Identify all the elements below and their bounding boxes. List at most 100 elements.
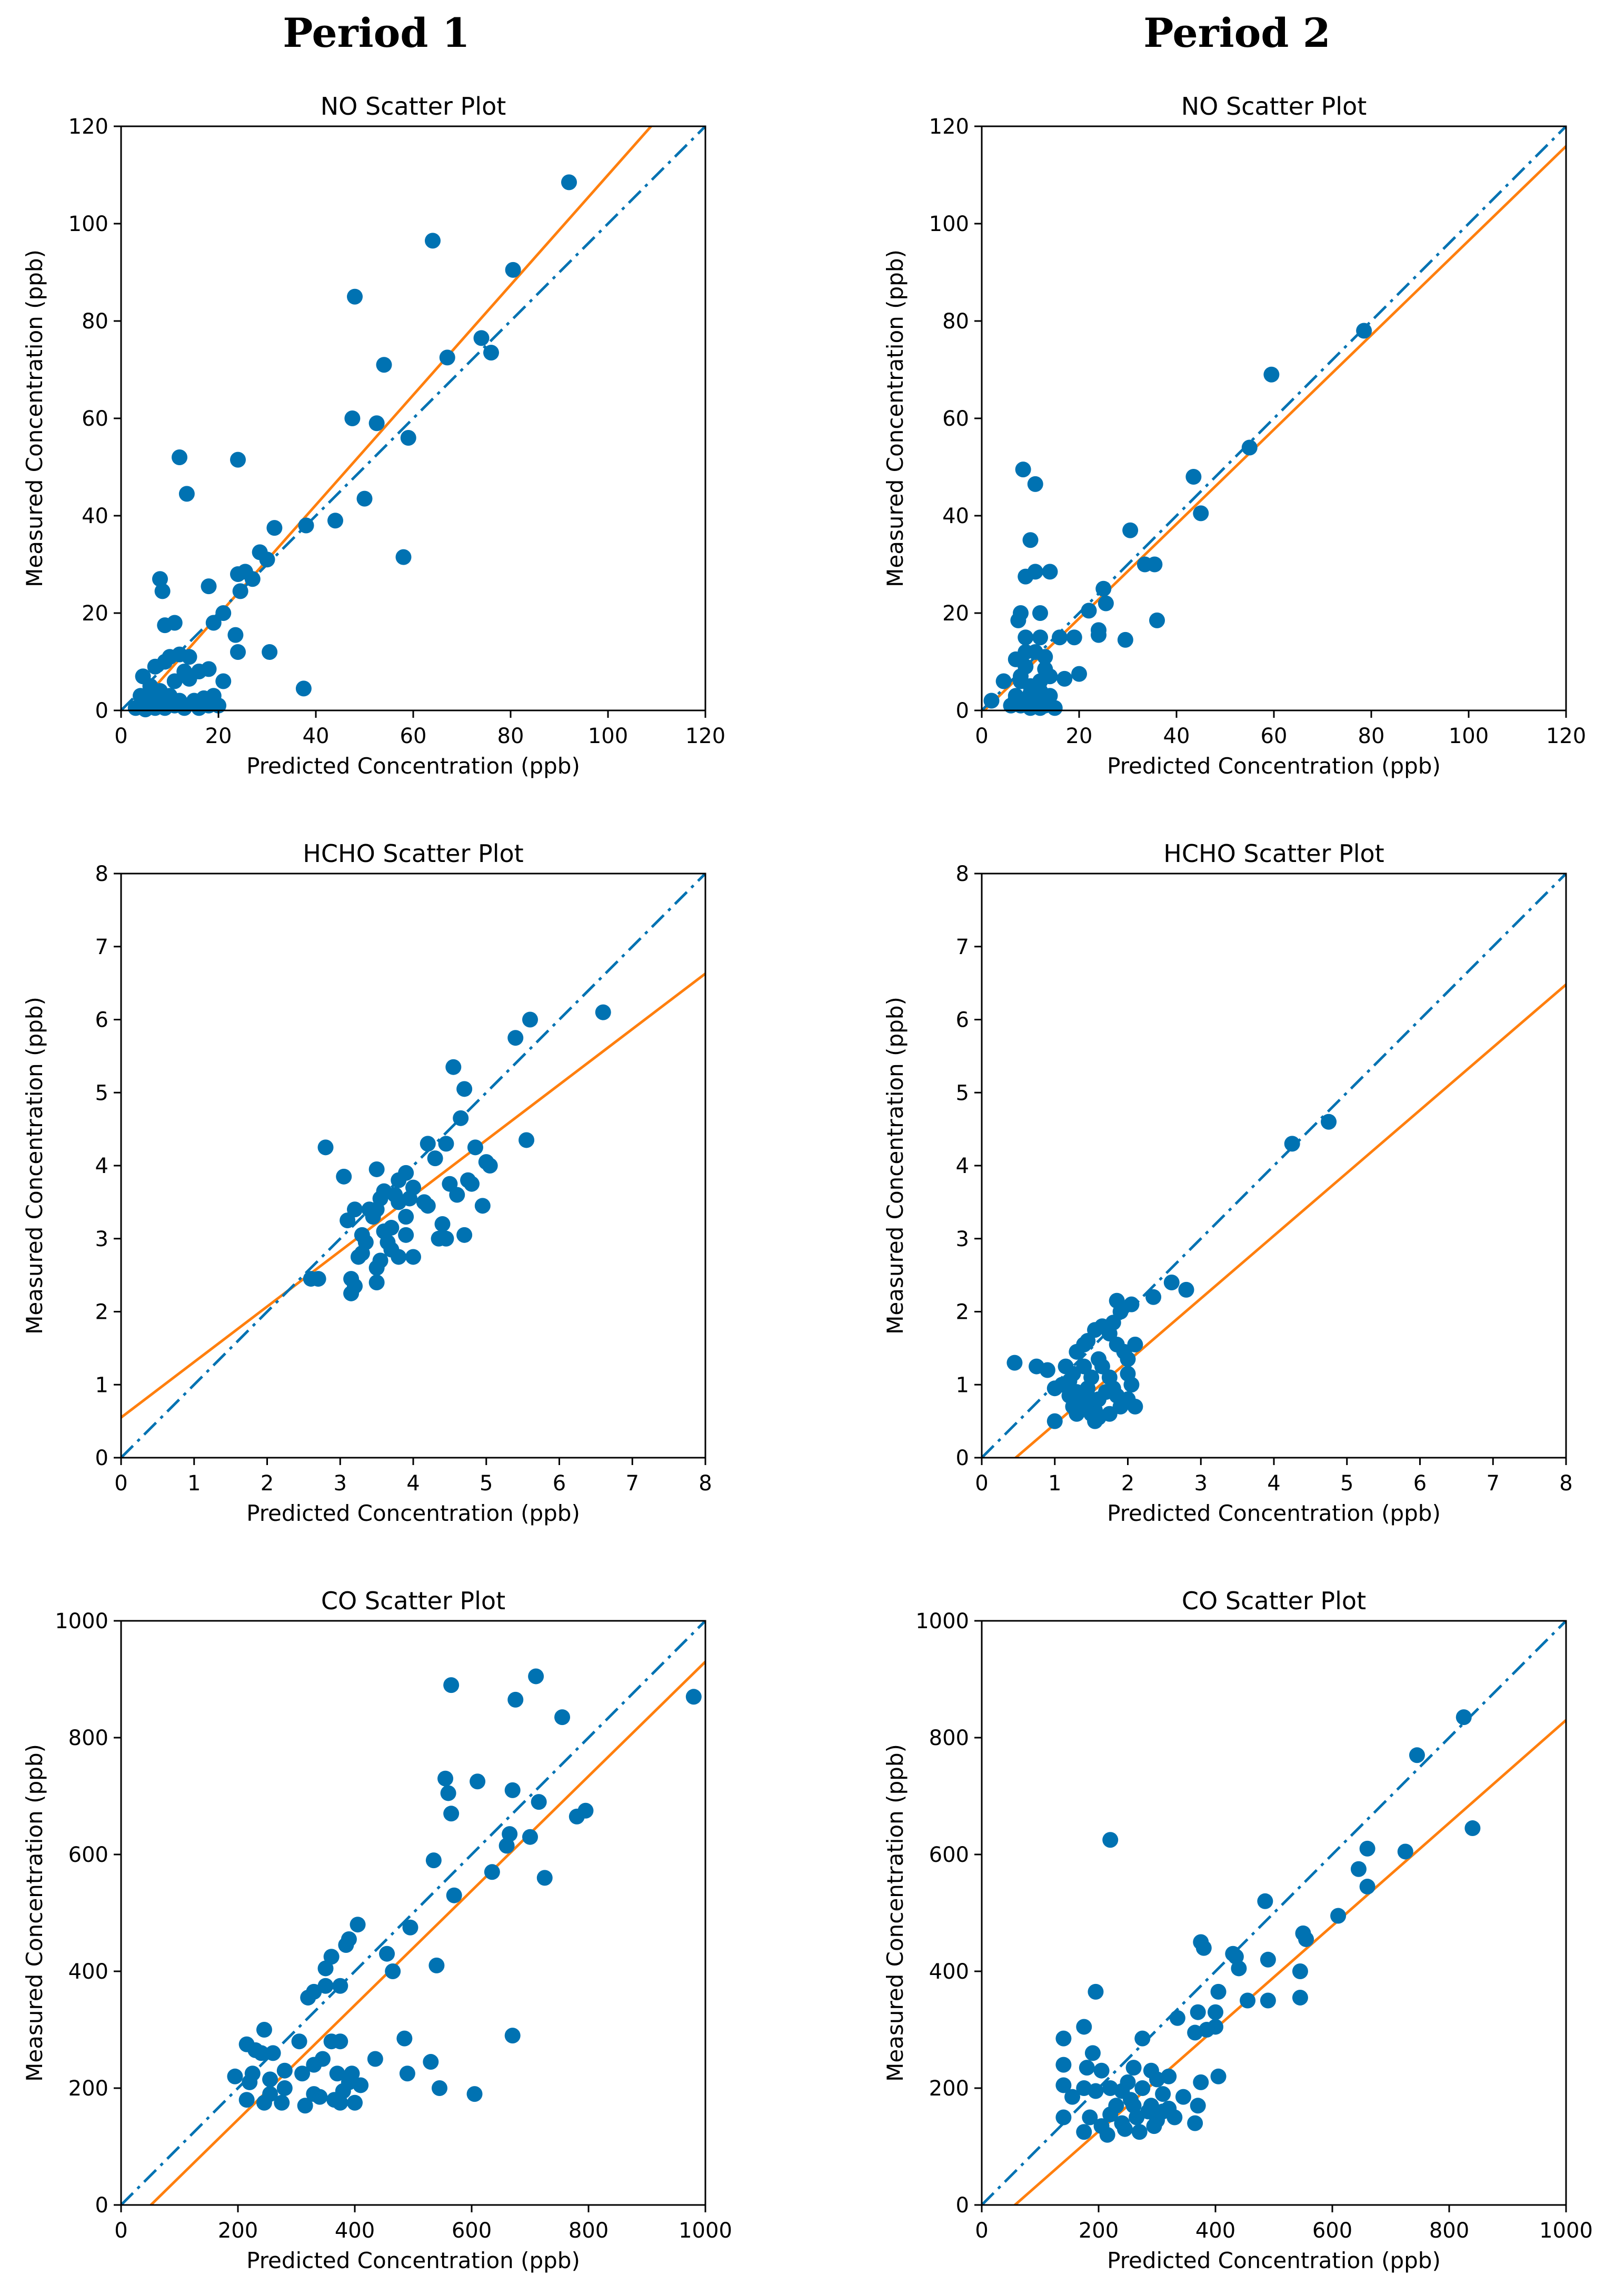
- data-point: [1409, 1747, 1425, 1763]
- data-point: [332, 2033, 348, 2050]
- data-point: [166, 673, 183, 689]
- data-point: [1079, 2060, 1095, 2076]
- data-point: [300, 1989, 316, 2006]
- data-point: [595, 1004, 611, 1020]
- data-point: [1240, 1992, 1256, 2009]
- data-point: [483, 345, 499, 361]
- x-tick-label: 0: [975, 1471, 988, 1496]
- data-point: [368, 1275, 385, 1290]
- y-axis-label: Measured Concentration (ppb): [882, 997, 908, 1335]
- x-tick-label: 3: [1194, 1471, 1208, 1496]
- data-point: [1084, 2045, 1101, 2061]
- data-point: [473, 330, 490, 346]
- hcho-scatter-plot-period-2: HCHO Scatter Plot 0 1 2 3 4 5 6 7 8 0 1 2 3 4 5 6 7 8 Predi…: [882, 839, 1573, 1526]
- data-point: [464, 1176, 480, 1192]
- data-point: [201, 661, 217, 677]
- y-axis-label: Measured Concentration (ppb): [882, 1744, 908, 2082]
- y-tick-label: 6: [956, 1008, 969, 1032]
- data-point: [1037, 649, 1053, 665]
- data-point: [1208, 2004, 1223, 2020]
- x-axis-label: Predicted Concentration (ppb): [246, 1500, 580, 1526]
- data-point: [1161, 2100, 1177, 2117]
- data-point: [1094, 1358, 1110, 1375]
- data-point: [505, 262, 521, 278]
- data-point: [499, 1838, 515, 1854]
- data-point: [466, 2086, 483, 2102]
- data-point: [256, 2094, 272, 2111]
- data-point: [1039, 1362, 1055, 1378]
- data-point: [446, 1887, 462, 1903]
- x-tick-label: 80: [497, 724, 524, 748]
- data-point: [1066, 629, 1082, 646]
- y-tick-label: 3: [95, 1227, 108, 1251]
- data-point: [1149, 612, 1165, 628]
- data-point: [1178, 1281, 1194, 1298]
- data-point: [1120, 1366, 1136, 1382]
- data-point: [1155, 2086, 1171, 2102]
- data-point: [1088, 1983, 1104, 2000]
- data-point: [1032, 700, 1048, 716]
- y-tick-label: 40: [942, 504, 969, 528]
- data-point: [402, 1919, 418, 1936]
- data-point: [238, 2092, 255, 2108]
- data-point: [172, 646, 187, 663]
- data-point: [519, 1132, 535, 1148]
- data-point: [1292, 1963, 1308, 1979]
- plot-title: HCHO Scatter Plot: [1163, 839, 1384, 868]
- no-scatter-plot-period-2: NO Scatter Plot 0 20 40 60 80 100 120 0 20 40 60 80 1…: [882, 92, 1586, 779]
- data-point: [211, 697, 226, 714]
- data-point: [1190, 2098, 1206, 2114]
- data-point: [383, 1219, 400, 1236]
- x-tick-label: 1: [1048, 1471, 1061, 1496]
- y-tick-label: 0: [95, 2193, 108, 2218]
- data-point: [294, 2066, 311, 2082]
- y-tick-label: 800: [68, 1726, 108, 1750]
- data-point: [1058, 1358, 1074, 1375]
- data-point: [291, 2033, 307, 2050]
- data-point: [1098, 595, 1114, 611]
- x-tick-label: 2: [261, 1471, 274, 1496]
- x-tick-label: 60: [1261, 724, 1288, 748]
- data-point: [1146, 2118, 1162, 2134]
- data-point: [398, 1227, 414, 1243]
- y-tick-label: 400: [68, 1960, 108, 1984]
- data-point: [1131, 2124, 1148, 2140]
- data-point: [1082, 2109, 1098, 2125]
- data-point: [470, 1773, 486, 1790]
- data-point: [176, 700, 193, 716]
- data-point: [405, 1249, 421, 1265]
- x-tick-label: 120: [685, 724, 725, 748]
- data-point: [157, 654, 173, 670]
- plot-frame: [120, 1620, 706, 2206]
- data-point: [1022, 532, 1039, 548]
- data-point: [561, 174, 577, 191]
- data-point: [1185, 469, 1202, 485]
- data-point: [178, 486, 195, 502]
- y-tick-label: 1000: [55, 1609, 108, 1633]
- data-point: [420, 1136, 436, 1152]
- data-point: [1193, 2074, 1209, 2090]
- data-point: [154, 583, 171, 599]
- data-point: [232, 583, 248, 599]
- data-point: [1231, 1960, 1247, 1977]
- data-point: [1064, 2089, 1081, 2105]
- y-tick-label: 400: [929, 1960, 969, 1984]
- data-point: [1359, 1840, 1375, 1857]
- data-point: [1356, 323, 1372, 339]
- data-point: [536, 1870, 553, 1886]
- data-point: [484, 1864, 500, 1880]
- data-point: [343, 1285, 360, 1301]
- data-point: [428, 1957, 445, 1973]
- data-point: [1010, 612, 1026, 628]
- data-point: [344, 410, 361, 426]
- data-point: [1210, 1983, 1227, 2000]
- x-tick-label: 0: [975, 724, 988, 748]
- y-tick-label: 40: [82, 504, 108, 528]
- data-point: [227, 627, 244, 643]
- data-point: [983, 693, 1000, 709]
- x-axis-label: Predicted Concentration (ppb): [1107, 2248, 1441, 2273]
- data-point: [340, 1212, 356, 1229]
- data-point: [1140, 2103, 1157, 2120]
- data-point: [1193, 505, 1209, 522]
- data-point: [434, 1216, 451, 1232]
